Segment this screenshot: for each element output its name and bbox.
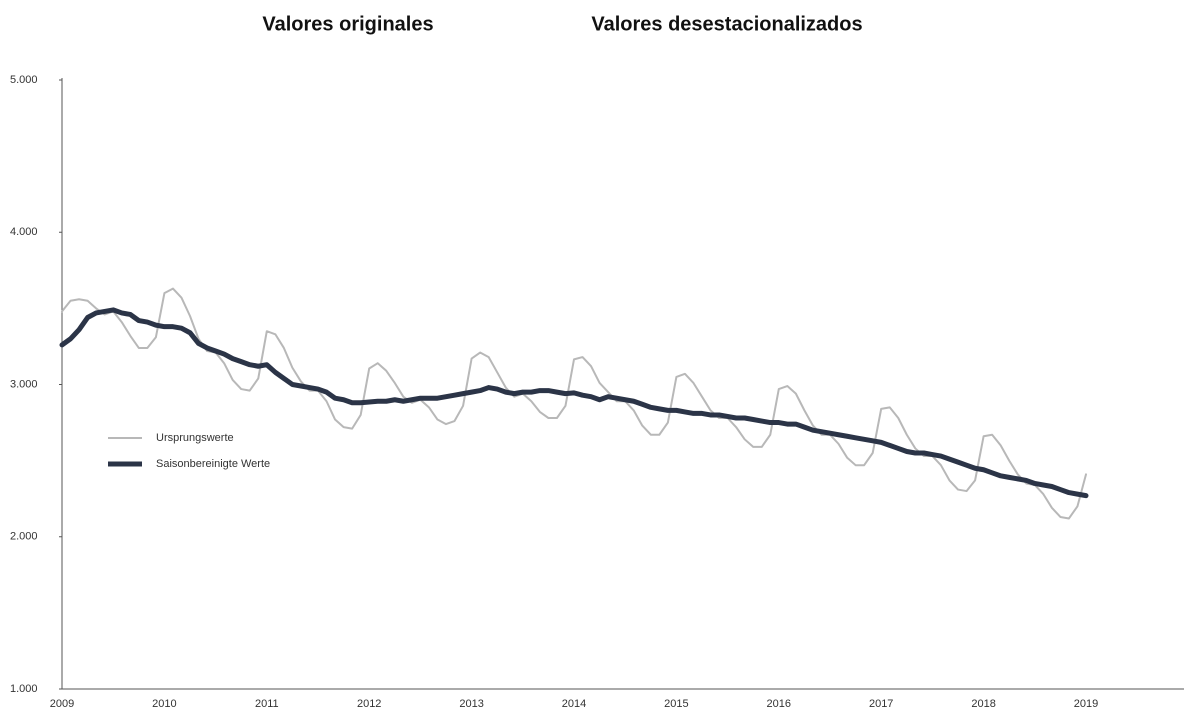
y-tick-label: 4.000 bbox=[10, 226, 38, 238]
x-tick-label: 2015 bbox=[664, 698, 688, 710]
series-line bbox=[61, 287, 1087, 520]
x-tick-label: 2017 bbox=[869, 698, 893, 710]
legend-label: Ursprungswerte bbox=[156, 432, 234, 444]
x-tick-label: 2010 bbox=[152, 698, 176, 710]
x-tick-label: 2019 bbox=[1074, 698, 1098, 710]
y-tick-label: 5.000 bbox=[10, 74, 38, 86]
legend-label: Saisonbereinigte Werte bbox=[156, 458, 270, 470]
x-tick-label: 2016 bbox=[767, 698, 791, 710]
header-left: Valores originales bbox=[262, 13, 433, 35]
y-tick-label: 2.000 bbox=[10, 531, 38, 543]
series-line bbox=[59, 307, 1089, 499]
x-tick-label: 2013 bbox=[459, 698, 483, 710]
x-tick-label: 2009 bbox=[50, 698, 74, 710]
y-tick-label: 1.000 bbox=[10, 683, 38, 695]
x-tick-label: 2011 bbox=[255, 698, 279, 710]
x-tick-label: 2012 bbox=[357, 698, 381, 710]
x-tick-label: 2018 bbox=[971, 698, 995, 710]
header-right: Valores desestacionalizados bbox=[591, 13, 862, 35]
x-tick-label: 2014 bbox=[562, 698, 586, 710]
y-tick-label: 3.000 bbox=[10, 378, 38, 390]
